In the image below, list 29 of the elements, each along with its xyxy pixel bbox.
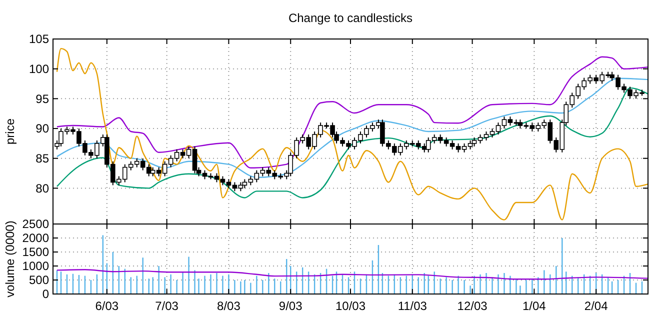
y-tick-label: 0 [42,287,50,302]
x-tick-label: 6/03 [95,299,119,313]
y-tick-label: 105 [28,32,50,46]
y-tick-label: 1500 [22,245,50,260]
x-tick-label: 2/04 [584,299,608,313]
x-tick-label: 12/03 [457,299,488,313]
line-series [56,48,649,220]
y-tick-label: 1000 [22,259,50,274]
y-axis-title: volume (0000) [3,220,17,298]
x-tick-label: 8/03 [217,299,241,313]
line-series [56,78,649,178]
x-tick-label: 10/03 [335,299,366,313]
y-tick-label: 80 [36,181,50,196]
y-tick-label: 2500 [22,217,50,232]
y-axis-title: price [3,118,17,145]
y-tick-label: 500 [28,273,50,288]
y-tick-label: 100 [28,62,50,76]
line-series [56,269,649,280]
line-series [56,56,649,169]
x-tick-label: 1/04 [522,299,546,313]
x-tick-label: 7/03 [155,299,179,313]
y-tick-label: 2000 [22,231,50,246]
line-series [56,87,649,198]
y-tick-label: 95 [36,92,50,106]
y-tick-label: 90 [36,122,50,136]
y-tick-label: 85 [36,152,50,166]
chart-title: Change to candlesticks [288,11,413,25]
x-tick-label: 9/03 [278,299,303,313]
x-tick-label: 11/03 [398,299,428,313]
